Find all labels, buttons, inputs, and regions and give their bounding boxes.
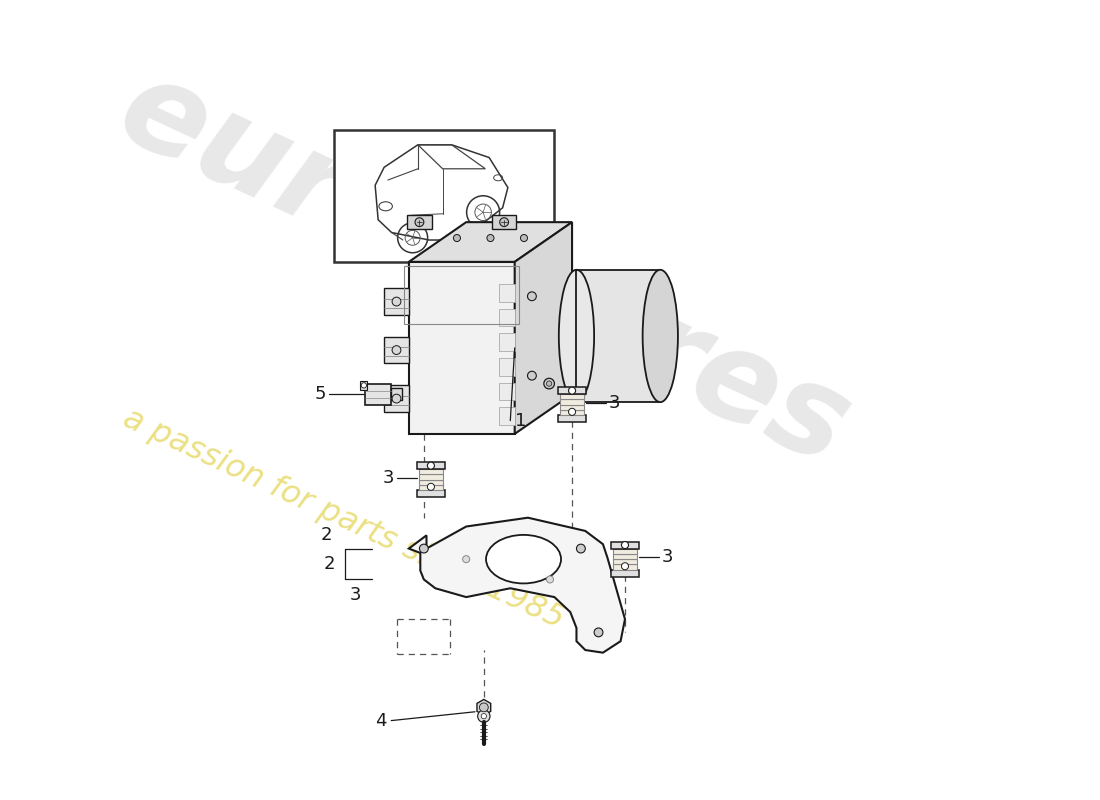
Bar [576,270,660,402]
Bar [365,384,392,405]
Circle shape [419,544,428,553]
Bar [498,284,515,302]
Circle shape [477,710,490,722]
Bar [498,382,515,400]
Polygon shape [409,222,572,262]
Text: 4: 4 [375,712,387,730]
Circle shape [463,556,470,562]
Bar [498,358,515,376]
Bar [419,469,443,474]
Bar [419,474,443,480]
Bar [417,462,446,469]
Bar [334,130,554,262]
Bar [492,215,517,230]
Circle shape [392,394,400,403]
Bar [610,570,639,577]
Bar [560,394,584,399]
Bar [407,215,432,230]
Ellipse shape [642,270,678,402]
Circle shape [428,462,435,469]
Circle shape [528,371,537,380]
Bar [384,337,409,363]
Bar [384,386,409,412]
Circle shape [361,382,366,388]
Circle shape [392,346,400,354]
Circle shape [453,234,461,242]
Circle shape [487,234,494,242]
Bar [384,288,409,314]
Bar [361,381,367,390]
Bar [409,262,515,434]
Circle shape [480,703,488,712]
Bar [576,270,660,402]
Bar [613,565,637,570]
Circle shape [415,218,424,226]
Bar [560,405,584,410]
Bar [417,490,446,498]
Bar [419,485,443,490]
Bar [558,387,586,394]
Bar [498,407,515,425]
Ellipse shape [559,270,594,402]
Text: 3: 3 [383,469,394,487]
Text: 3: 3 [350,586,361,604]
Polygon shape [409,518,625,653]
Circle shape [569,387,575,394]
Circle shape [547,381,552,386]
Circle shape [543,378,554,389]
Circle shape [481,714,486,719]
Circle shape [594,628,603,637]
Circle shape [528,292,537,301]
Text: 5: 5 [315,385,326,403]
Circle shape [576,544,585,553]
Text: 2: 2 [320,526,332,544]
Bar [613,559,637,565]
Ellipse shape [486,535,561,583]
Bar [419,480,443,485]
Circle shape [621,542,628,549]
Bar [560,410,584,415]
Text: a passion for parts since 1985: a passion for parts since 1985 [118,402,569,635]
Bar [405,266,519,324]
Bar [613,554,637,559]
Text: 2: 2 [323,555,334,573]
Polygon shape [515,222,572,434]
Bar [498,334,515,351]
Bar [558,415,586,422]
Circle shape [569,408,575,415]
Circle shape [428,483,435,490]
Circle shape [621,562,628,570]
Circle shape [520,234,528,242]
Circle shape [547,576,553,583]
Bar [392,388,402,400]
Text: eurospares: eurospares [100,47,868,490]
Bar [560,399,584,405]
Text: 1: 1 [515,412,526,430]
Text: 3: 3 [609,394,620,412]
Bar [498,309,515,326]
Circle shape [392,297,400,306]
Text: 3: 3 [662,548,673,566]
Bar [613,549,637,554]
Bar [610,542,639,549]
Circle shape [499,218,508,226]
Polygon shape [477,699,491,715]
